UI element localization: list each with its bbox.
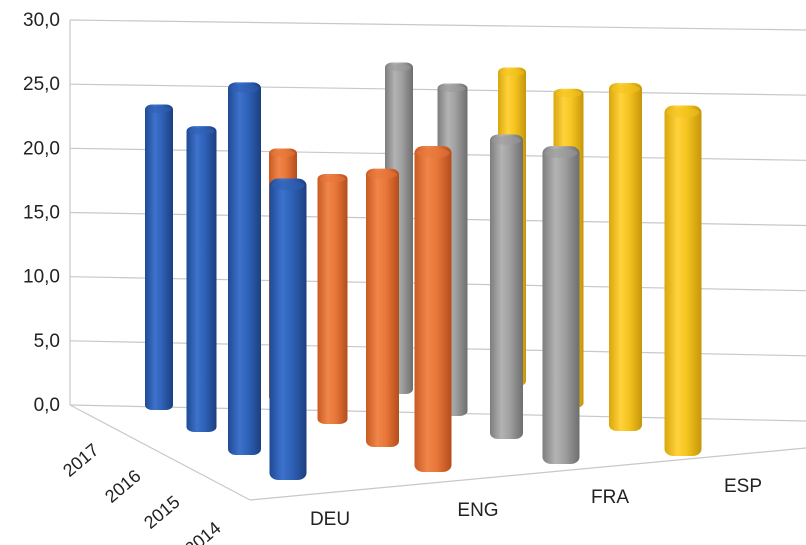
y-tick-label: 15,0 (23, 203, 60, 224)
bar-top-cap (611, 84, 640, 94)
bar-top-cap (319, 175, 346, 183)
bar (145, 104, 173, 410)
bar-top-cap (555, 90, 582, 98)
bar-top-cap (666, 107, 700, 118)
bar-body (145, 104, 173, 410)
bar-body (609, 83, 642, 431)
bar-top-cap (387, 64, 411, 71)
category-label: ENG (457, 500, 498, 521)
bar-top-cap (439, 85, 466, 92)
bar-body (269, 178, 307, 480)
bar-top-cap (188, 127, 215, 135)
category-label: DEU (310, 509, 350, 530)
bars (145, 62, 702, 480)
bar (542, 146, 580, 464)
bar-top-cap (416, 148, 450, 158)
bar (317, 173, 348, 424)
bar (228, 82, 261, 455)
bar-body (490, 134, 523, 439)
bar-top-cap (271, 150, 295, 157)
bar-top-cap (492, 136, 521, 145)
bar (186, 126, 217, 432)
bar-top-cap (147, 106, 171, 113)
series-label: 2017 (59, 440, 103, 481)
y-tick-label: 10,0 (23, 267, 60, 288)
bar (414, 146, 452, 472)
y-tick-label: 25,0 (23, 74, 60, 95)
floor-front-edge (249, 447, 806, 501)
bar (366, 168, 399, 447)
category-label: FRA (591, 487, 629, 508)
bar-body (228, 82, 261, 455)
y-tick-label: 20,0 (23, 138, 60, 159)
y-tick-label: 5,0 (34, 331, 60, 352)
bar (490, 134, 523, 439)
y-tick-label: 0,0 (34, 395, 60, 416)
floor-left-edge (69, 404, 251, 501)
bar-body (317, 173, 348, 424)
series-label: 2014 (181, 518, 225, 545)
bar (609, 83, 642, 431)
bar-top-cap (230, 84, 259, 93)
bar-top-cap (271, 180, 305, 191)
bar-body (664, 105, 702, 457)
series-label: 2015 (140, 492, 184, 533)
series-label: 2016 (101, 466, 145, 507)
bar-top-cap (368, 170, 397, 179)
bar (269, 178, 307, 480)
bar-body (366, 168, 399, 447)
bar-top-cap (544, 148, 578, 159)
bar-body (186, 126, 217, 432)
bar (664, 105, 702, 457)
bar-body (414, 146, 452, 472)
gridline (69, 19, 806, 31)
bar-top-cap (500, 69, 524, 76)
bar-body (542, 146, 580, 464)
category-label: ESP (724, 476, 762, 497)
y-tick-label: 30,0 (23, 10, 60, 31)
